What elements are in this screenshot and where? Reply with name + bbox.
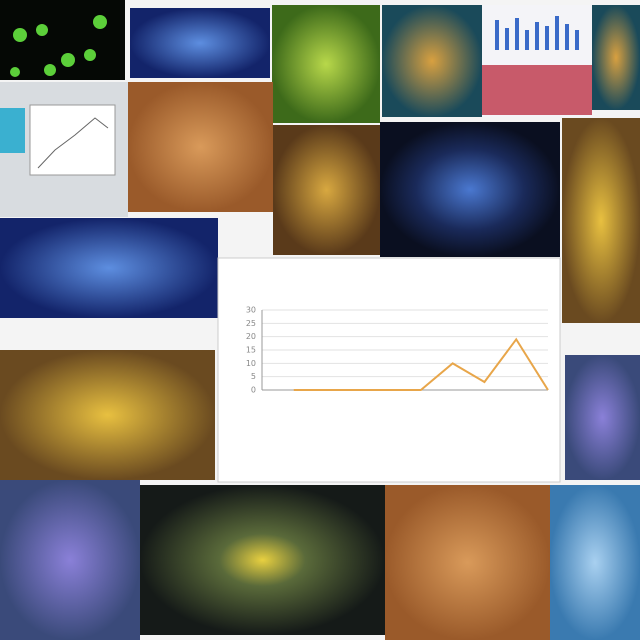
tile xyxy=(382,5,482,117)
y-tick-label: 10 xyxy=(246,359,256,368)
chart-panel xyxy=(217,257,561,483)
tile xyxy=(550,485,640,640)
tile xyxy=(385,485,550,640)
chart: 0 5 10 15 20 25 30 xyxy=(246,306,549,395)
window-curve xyxy=(37,117,109,169)
y-tick-label: 5 xyxy=(251,372,256,381)
tile-band xyxy=(482,65,592,115)
tile xyxy=(130,8,270,78)
window-plot xyxy=(29,104,116,176)
y-tick-label: 20 xyxy=(246,332,256,341)
y-tick-label: 30 xyxy=(246,306,256,315)
tile xyxy=(273,125,380,255)
tile xyxy=(140,485,385,635)
y-tick-label: 0 xyxy=(251,386,256,395)
tile xyxy=(0,218,218,318)
tile xyxy=(0,480,140,640)
tile xyxy=(272,5,380,123)
tile xyxy=(565,355,640,480)
tile xyxy=(592,5,640,110)
mini-bars xyxy=(495,16,579,50)
line xyxy=(293,337,549,391)
tile xyxy=(0,350,215,480)
tile xyxy=(128,82,273,212)
window-panel xyxy=(0,108,25,153)
tile xyxy=(380,122,560,257)
y-tick-label: 25 xyxy=(246,319,256,328)
tile xyxy=(562,118,640,323)
y-tick-label: 15 xyxy=(246,346,256,355)
dots xyxy=(10,15,107,77)
